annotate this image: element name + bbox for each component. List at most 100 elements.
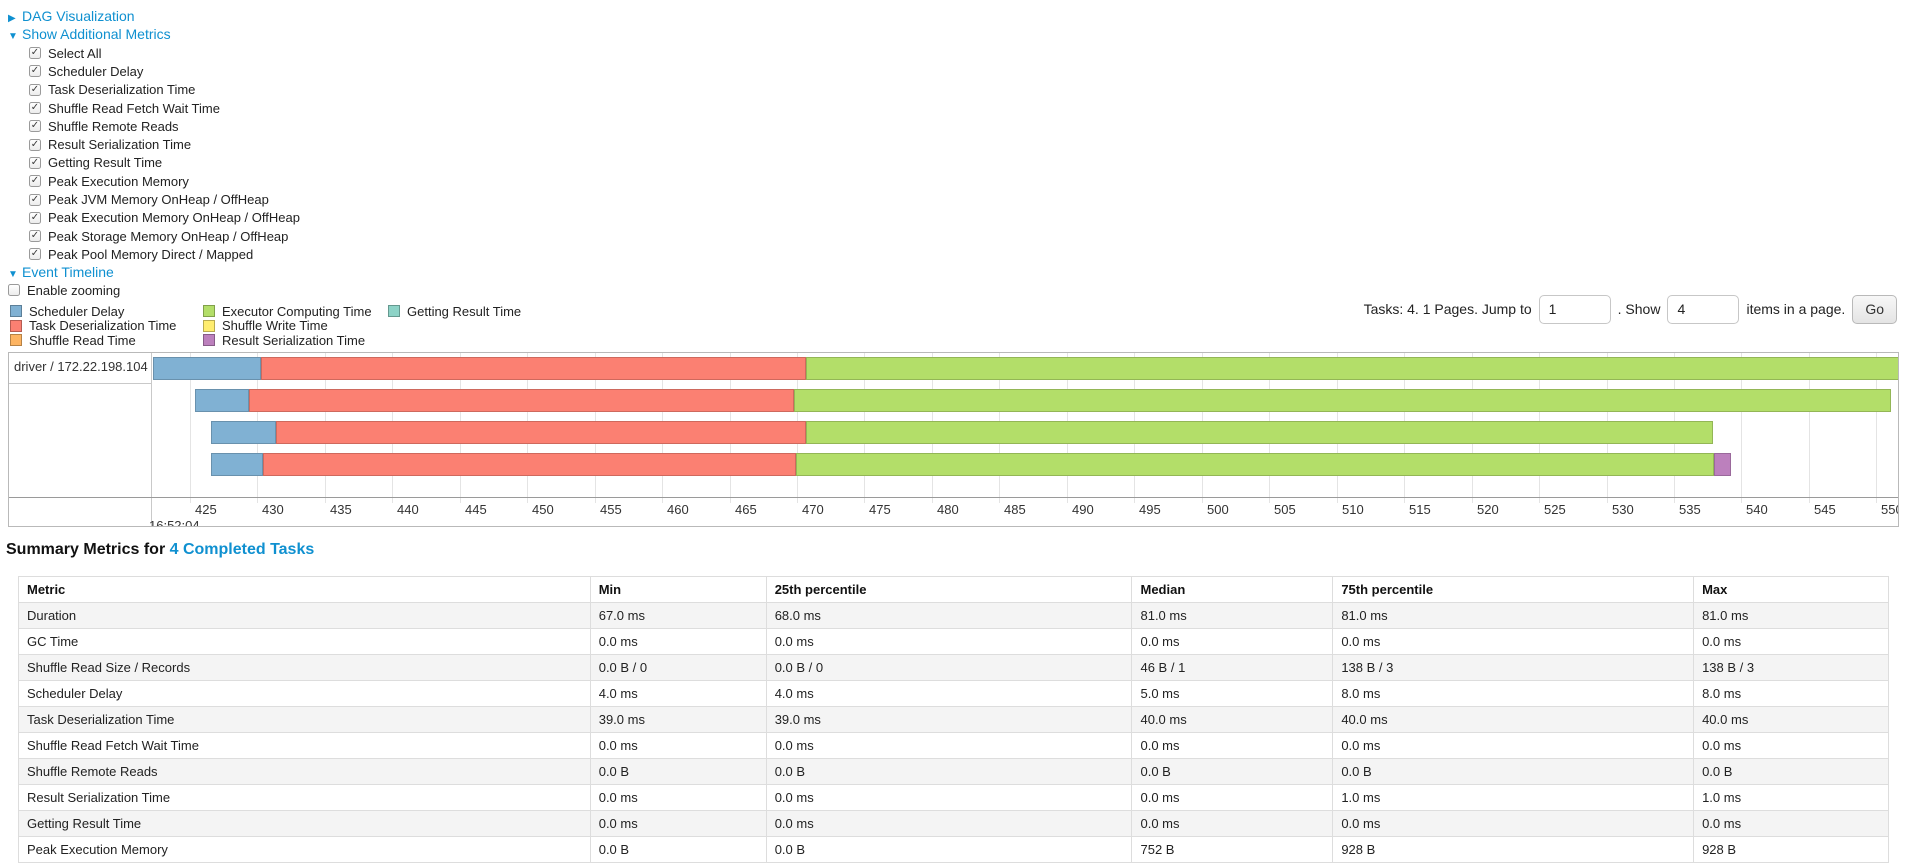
metric-value-cell: 0.0 B — [1693, 758, 1889, 785]
dag-visualization-toggle[interactable]: ▶ DAG Visualization — [8, 8, 135, 24]
metric-value-cell: 0.0 B / 0 — [589, 654, 767, 681]
completed-tasks-link[interactable]: 4 Completed Tasks — [169, 541, 315, 558]
timeline-bar-executor-computing[interactable] — [806, 421, 1714, 444]
timeline-bar-scheduler-delay[interactable] — [211, 453, 263, 476]
metric-value-cell: 81.0 ms — [1131, 602, 1334, 629]
metric-checkbox[interactable]: ✓ — [29, 248, 41, 261]
metric-value-cell: 0.0 ms — [765, 810, 1133, 837]
metric-name-cell: Duration — [18, 602, 591, 629]
metric-value-cell: 40.0 ms — [1693, 706, 1889, 733]
timeline-bar-task-deserialization[interactable] — [276, 421, 807, 444]
timeline-bar-scheduler-delay[interactable] — [195, 389, 250, 412]
go-button[interactable]: Go — [1852, 294, 1897, 324]
metric-checkbox[interactable]: ✓ — [29, 102, 41, 115]
metric-value-cell: 0.0 ms — [589, 732, 767, 759]
scheduler-delay-swatch-icon — [10, 305, 22, 318]
dag-visualization-label: DAG Visualization — [22, 8, 135, 24]
metric-value-cell: 46 B / 1 — [1131, 654, 1334, 681]
enable-zooming-checkbox[interactable] — [8, 284, 20, 297]
timeline-bar-task-deserialization[interactable] — [261, 357, 807, 380]
metric-value-cell: 68.0 ms — [765, 602, 1133, 629]
metric-checkbox[interactable]: ✓ — [29, 65, 41, 78]
metric-checkbox[interactable]: ✓ — [29, 138, 41, 151]
table-header-row: Metric Min 25th percentile Median 75th perce… — [18, 576, 1889, 603]
timeline-bar-scheduler-delay[interactable] — [153, 357, 262, 380]
additional-metrics-list: ✓ Select All ✓ Scheduler Delay ✓ Task Deseria… — [29, 44, 300, 264]
metric-value-cell: 5.0 ms — [1131, 680, 1334, 707]
gridline — [1876, 353, 1877, 503]
metric-value-cell: 0.0 ms — [765, 732, 1133, 759]
legend-item: Shuffle Write Time — [203, 318, 372, 333]
metric-checkbox-row: ✓ Peak Execution Memory OnHeap / OffHeap — [29, 209, 300, 227]
gridline — [1809, 353, 1810, 503]
legend-item: Task Deserialization Time — [10, 318, 177, 334]
axis-tick-label: 445 — [465, 502, 487, 517]
axis-tick-label: 435 — [330, 502, 352, 517]
axis-major-time-label: 16:52:04 — [149, 518, 200, 527]
axis-tick-label: 550 — [1881, 502, 1898, 517]
metric-value-cell: 8.0 ms — [1693, 680, 1889, 707]
axis-tick-label: 475 — [869, 502, 891, 517]
timeline-bar-executor-computing[interactable] — [795, 453, 1715, 476]
metric-value-cell: 0.0 B — [589, 758, 767, 785]
metric-checkbox[interactable]: ✓ — [29, 47, 41, 60]
collapsed-arrow-icon: ▶ — [8, 13, 16, 24]
legend-item: Shuffle Read Time — [10, 333, 176, 348]
metric-value-cell: 40.0 ms — [1332, 706, 1695, 733]
items-per-page-input[interactable] — [1667, 294, 1740, 324]
metric-checkbox-row: ✓ Shuffle Read Fetch Wait Time — [29, 99, 300, 117]
table-row: Result Serialization Time 0.0 ms 0.0 ms 0.0… — [18, 784, 1889, 811]
timeline-bar-scheduler-delay[interactable] — [211, 421, 277, 444]
metric-value-cell: 0.0 ms — [1131, 628, 1334, 655]
event-timeline-toggle[interactable]: ▼ Event Timeline — [8, 264, 114, 280]
metric-name-cell: GC Time — [18, 628, 591, 655]
timeline-bar-result-serialization[interactable] — [1714, 453, 1731, 476]
metric-checkbox[interactable]: ✓ — [29, 120, 41, 133]
metric-checkbox[interactable]: ✓ — [29, 83, 41, 96]
metric-value-cell: 0.0 B / 0 — [765, 654, 1133, 681]
metric-value-cell: 40.0 ms — [1131, 706, 1334, 733]
timeline-bar-executor-computing[interactable] — [794, 389, 1892, 412]
table-column-header: Metric — [18, 576, 591, 603]
metric-name-cell: Result Serialization Time — [18, 784, 591, 811]
metric-value-cell: 138 B / 3 — [1693, 654, 1889, 681]
metric-checkbox-label: Peak JVM Memory OnHeap / OffHeap — [48, 192, 269, 208]
metric-checkbox[interactable]: ✓ — [29, 193, 41, 206]
metric-value-cell: 0.0 ms — [589, 810, 767, 837]
axis-tick-label: 520 — [1477, 502, 1499, 517]
metric-checkbox-label: Peak Execution Memory OnHeap / OffHeap — [48, 210, 300, 226]
legend-label: Executor Computing Time — [222, 303, 372, 319]
metric-value-cell: 0.0 B — [765, 758, 1133, 785]
metric-value-cell: 0.0 ms — [1332, 810, 1695, 837]
metric-value-cell: 4.0 ms — [589, 680, 767, 707]
executor-computing-swatch-icon — [203, 305, 215, 318]
jump-to-page-input[interactable] — [1538, 294, 1611, 324]
axis-tick-label: 495 — [1139, 502, 1161, 517]
metric-value-cell: 39.0 ms — [589, 706, 767, 733]
metric-checkbox[interactable]: ✓ — [29, 175, 41, 188]
metric-checkbox-row: ✓ Peak JVM Memory OnHeap / OffHeap — [29, 190, 300, 208]
time-axis-line — [9, 497, 1898, 498]
legend-label: Task Deserialization Time — [29, 318, 177, 334]
metric-checkbox[interactable]: ✓ — [29, 211, 41, 224]
metric-checkbox-label: Peak Storage Memory OnHeap / OffHeap — [48, 228, 289, 244]
show-additional-metrics-toggle[interactable]: ▼ Show Additional Metrics — [8, 26, 171, 42]
table-column-header: Median — [1131, 576, 1334, 603]
timeline-bar-task-deserialization[interactable] — [262, 453, 796, 476]
axis-tick-label: 530 — [1612, 502, 1634, 517]
metric-value-cell: 0.0 B — [765, 836, 1133, 863]
legend-label: Shuffle Read Time — [29, 332, 136, 348]
metric-checkbox[interactable]: ✓ — [29, 230, 41, 243]
task-deserialization-swatch-icon — [10, 319, 22, 332]
summary-metrics-table: Metric Min 25th percentile Median 75th perce… — [18, 576, 1889, 863]
summary-metrics-title: Summary Metrics for 4 Completed Tasks — [6, 541, 314, 559]
axis-tick-label: 540 — [1746, 502, 1768, 517]
axis-tick-label: 525 — [1544, 502, 1566, 517]
timeline-bar-task-deserialization[interactable] — [249, 389, 795, 412]
executor-row-label: driver / 172.22.198.104 — [9, 353, 151, 384]
timeline-bar-executor-computing[interactable] — [806, 357, 1898, 380]
metric-checkbox-row: ✓ Peak Storage Memory OnHeap / OffHeap — [29, 227, 300, 245]
metric-checkbox[interactable]: ✓ — [29, 156, 41, 169]
expanded-arrow-icon: ▼ — [8, 269, 18, 280]
legend-label: Getting Result Time — [407, 303, 522, 319]
